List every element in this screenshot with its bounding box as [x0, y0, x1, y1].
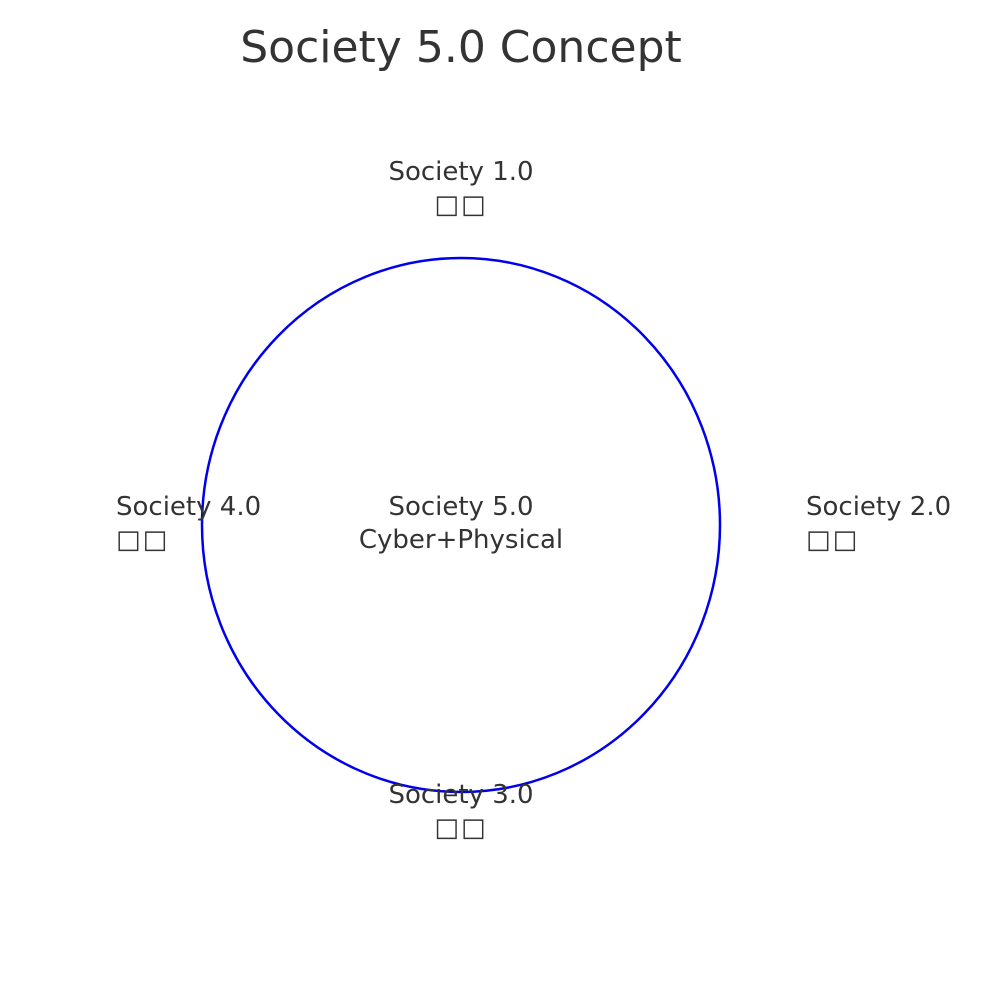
node-society-3: Society 3.0 □□: [331, 779, 591, 845]
node-society-4-label: Society 4.0: [116, 492, 262, 522]
node-society-1-label: Society 1.0: [388, 157, 534, 187]
node-society-5: Society 5.0 Cyber+Physical: [331, 491, 591, 557]
node-society-2-label: Society 2.0: [806, 492, 952, 522]
node-society-3-sublabel: □□: [434, 813, 488, 843]
node-society-5-label: Society 5.0: [388, 492, 534, 522]
node-society-3-label: Society 3.0: [388, 780, 534, 810]
node-society-1: Society 1.0 □□: [331, 156, 591, 222]
node-society-1-sublabel: □□: [434, 190, 488, 220]
node-society-2: Society 2.0 □□: [806, 491, 951, 557]
diagram-title: Society 5.0 Concept: [240, 22, 682, 73]
node-society-4: Society 4.0 □□: [116, 491, 261, 557]
node-society-2-sublabel: □□: [806, 525, 860, 555]
node-society-4-sublabel: □□: [116, 525, 170, 555]
node-society-5-sublabel: Cyber+Physical: [358, 525, 564, 555]
